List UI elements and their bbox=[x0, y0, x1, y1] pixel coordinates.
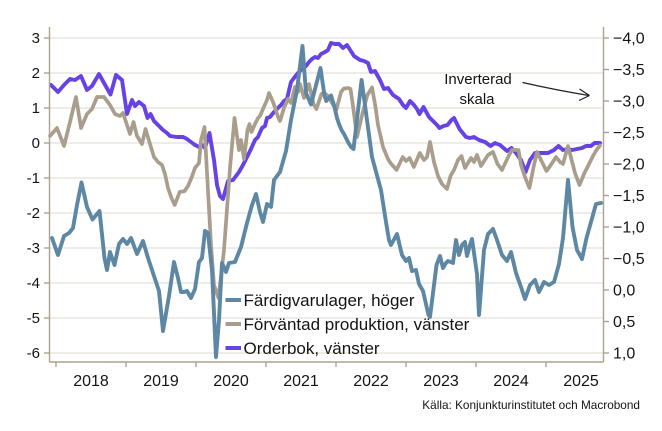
svg-text:−4,0: −4,0 bbox=[613, 31, 645, 48]
svg-text:−2,0: −2,0 bbox=[613, 157, 645, 174]
svg-text:Orderbok, vänster: Orderbok, vänster bbox=[244, 339, 380, 358]
svg-text:1: 1 bbox=[32, 100, 40, 117]
svg-text:2: 2 bbox=[32, 65, 40, 82]
svg-text:-5: -5 bbox=[27, 310, 40, 327]
svg-text:-4: -4 bbox=[27, 275, 40, 292]
svg-text:-6: -6 bbox=[27, 345, 40, 362]
svg-text:−1,5: −1,5 bbox=[613, 188, 645, 205]
svg-text:-1: -1 bbox=[27, 170, 40, 187]
svg-text:skala: skala bbox=[459, 91, 495, 108]
svg-text:−3,5: −3,5 bbox=[613, 62, 645, 79]
svg-text:-2: -2 bbox=[27, 205, 40, 222]
svg-text:2021: 2021 bbox=[283, 373, 319, 390]
svg-text:0: 0 bbox=[32, 135, 40, 152]
svg-text:0,5: 0,5 bbox=[613, 314, 635, 331]
svg-text:−3,0: −3,0 bbox=[613, 94, 645, 111]
svg-text:2018: 2018 bbox=[73, 373, 109, 390]
svg-text:2022: 2022 bbox=[353, 373, 389, 390]
svg-text:Källa: Konjunkturinstitutet oc: Källa: Konjunkturinstitutet och Macrobon… bbox=[422, 398, 640, 412]
svg-text:-3: -3 bbox=[27, 240, 40, 257]
svg-text:0,0: 0,0 bbox=[613, 283, 635, 300]
svg-text:Färdigvarulager, höger: Färdigvarulager, höger bbox=[244, 291, 415, 310]
svg-text:2023: 2023 bbox=[423, 373, 459, 390]
svg-text:Inverterad: Inverterad bbox=[444, 71, 512, 88]
svg-text:−2,5: −2,5 bbox=[613, 125, 645, 142]
svg-text:Förväntad produktion, vänster: Förväntad produktion, vänster bbox=[244, 315, 470, 334]
svg-text:−0,5: −0,5 bbox=[613, 251, 645, 268]
svg-text:2024: 2024 bbox=[493, 373, 529, 390]
svg-text:−1,0: −1,0 bbox=[613, 220, 645, 237]
svg-text:3: 3 bbox=[32, 30, 40, 47]
svg-text:2019: 2019 bbox=[143, 373, 179, 390]
svg-text:1,0: 1,0 bbox=[613, 346, 635, 363]
svg-text:2020: 2020 bbox=[213, 373, 249, 390]
svg-text:2025: 2025 bbox=[563, 373, 599, 390]
